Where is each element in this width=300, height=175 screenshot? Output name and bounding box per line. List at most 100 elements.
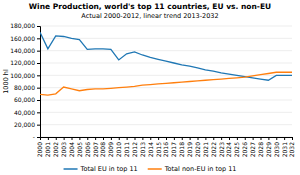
legend-label: Total EU in top 11 xyxy=(80,165,138,173)
tick-label: 2006 xyxy=(84,142,91,157)
grid-line xyxy=(40,50,292,51)
tick-label: 100,000 xyxy=(10,72,35,79)
grid-line xyxy=(40,112,292,113)
legend-label: Total non-EU in top 11 xyxy=(164,165,237,173)
tick: 2016 xyxy=(162,137,169,157)
grid-line xyxy=(40,63,292,64)
grid-line xyxy=(40,87,292,88)
tick-label: 2019 xyxy=(186,142,193,157)
tick-mark xyxy=(40,137,41,140)
tick-label: 2017 xyxy=(170,142,177,157)
tick-label: 2010 xyxy=(115,142,122,157)
tick: 2030 xyxy=(273,137,280,157)
tick: 2018 xyxy=(178,137,185,157)
tick: 2017 xyxy=(170,137,177,157)
tick: 180,000 xyxy=(10,22,40,29)
tick-label: 60,000 xyxy=(14,96,35,103)
axis-title: 1000 hl xyxy=(2,69,10,94)
tick: 2024 xyxy=(225,137,232,157)
tick-mark xyxy=(253,137,254,140)
tick-label: 2004 xyxy=(68,142,75,157)
tick-mark xyxy=(37,88,40,89)
tick-label: 2028 xyxy=(257,142,264,157)
tick-mark xyxy=(237,137,238,140)
tick-mark xyxy=(150,137,151,140)
plot: -20,00040,00060,00080,000100,000120,0001… xyxy=(10,22,295,157)
chart: Wine Production, world's top 11 countrie… xyxy=(0,0,300,175)
tick-mark xyxy=(119,137,120,140)
tick-mark xyxy=(64,137,65,140)
tick-label: 2027 xyxy=(249,142,256,157)
tick-mark xyxy=(205,137,206,140)
tick-label: 2007 xyxy=(92,142,99,157)
tick-label: 2031 xyxy=(281,142,288,157)
tick: 2001 xyxy=(44,137,51,157)
tick-mark xyxy=(221,137,222,140)
tick-label: 2001 xyxy=(44,142,51,157)
tick-label: 2014 xyxy=(147,142,154,157)
tick-label: 2024 xyxy=(225,142,232,157)
axis-line xyxy=(41,138,293,141)
tick-label: 2023 xyxy=(218,142,225,157)
tick-mark xyxy=(268,137,269,140)
tick: 2021 xyxy=(202,137,209,157)
tick: 120,000 xyxy=(10,59,40,66)
tick-label: 2000 xyxy=(36,142,43,157)
tick-label: 140,000 xyxy=(10,47,35,54)
tick-mark xyxy=(72,137,73,140)
grid-line xyxy=(40,100,292,101)
tick-mark xyxy=(37,100,40,101)
grid-line xyxy=(40,26,292,27)
tick-mark xyxy=(103,137,104,140)
tick-label: 2020 xyxy=(194,142,201,157)
tick-label: 2008 xyxy=(99,142,106,157)
tick-mark xyxy=(182,137,183,140)
tick-label: 2011 xyxy=(123,142,130,157)
tick: 160,000 xyxy=(10,35,40,42)
tick: - xyxy=(33,133,40,140)
tick-mark xyxy=(37,63,40,64)
tick-label: 2021 xyxy=(202,142,209,157)
tick: 60,000 xyxy=(14,96,40,103)
tick-mark xyxy=(174,137,175,140)
tick: 2004 xyxy=(68,137,75,157)
tick-mark xyxy=(95,137,96,140)
lines xyxy=(40,32,292,95)
tick-label: 2009 xyxy=(107,142,114,157)
tick: 2013 xyxy=(139,137,146,157)
tick-label: - xyxy=(33,133,35,140)
tick: 2029 xyxy=(265,137,272,157)
tick-mark xyxy=(79,137,80,140)
tick-label: 2018 xyxy=(178,142,185,157)
tick-mark xyxy=(190,137,191,140)
tick-label: 2013 xyxy=(139,142,146,157)
tick: 2026 xyxy=(241,137,248,157)
tick-label: 80,000 xyxy=(14,84,35,91)
tick-label: 2032 xyxy=(288,142,295,157)
legend-swatch xyxy=(148,168,162,170)
legend-item: Total non-EU in top 11 xyxy=(148,165,237,173)
grid xyxy=(40,26,292,137)
tick: 100,000 xyxy=(10,72,40,79)
axis-line xyxy=(37,27,41,138)
tick: 140,000 xyxy=(10,47,40,54)
tick: 2009 xyxy=(107,137,114,157)
tick: 2011 xyxy=(123,137,130,157)
tick-mark xyxy=(166,137,167,140)
tick-mark xyxy=(56,137,57,140)
tick-label: 2022 xyxy=(210,142,217,157)
subtitle: Actual 2000-2012, linear trend 2013-2032 xyxy=(81,12,218,20)
tick: 2003 xyxy=(60,137,67,157)
tick-label: 2026 xyxy=(241,142,248,157)
tick: 2032 xyxy=(288,137,295,157)
tick-label: 120,000 xyxy=(10,59,35,66)
tick-label: 2025 xyxy=(233,142,240,157)
tick: 2031 xyxy=(281,137,288,157)
tick-mark xyxy=(292,137,293,140)
tick-mark xyxy=(127,137,128,140)
tick-label: 2003 xyxy=(60,142,67,157)
tick-mark xyxy=(284,137,285,140)
legend-item: Total EU in top 11 xyxy=(64,165,138,173)
tick-mark xyxy=(111,137,112,140)
tick: 2023 xyxy=(218,137,225,157)
